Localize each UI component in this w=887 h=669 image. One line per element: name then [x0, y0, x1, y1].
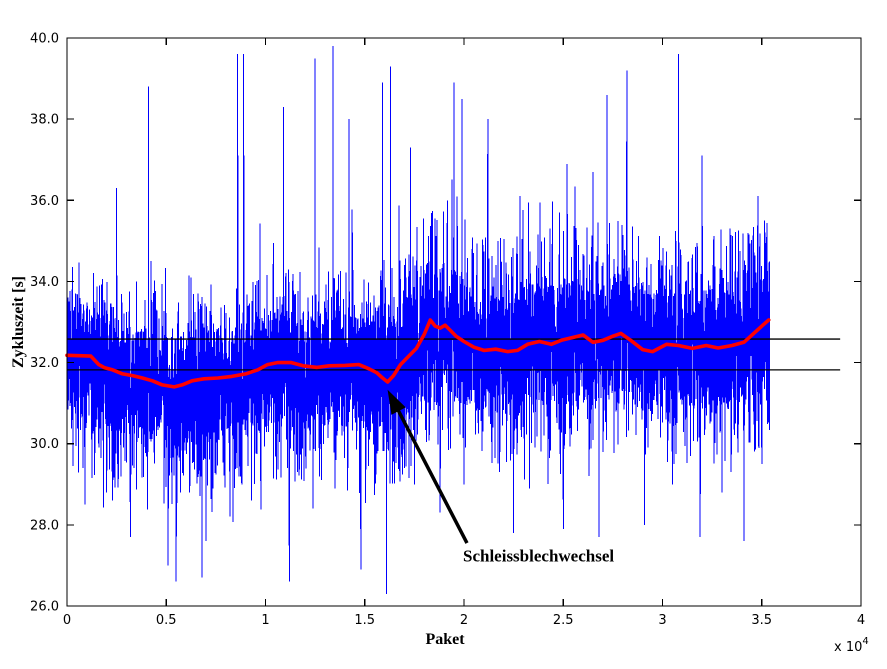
x-tick-label: 1.5 — [354, 613, 375, 628]
y-tick-label: 26.0 — [30, 600, 59, 615]
x-tick-label: 4 — [857, 613, 865, 628]
y-tick-label: 38.0 — [30, 113, 59, 128]
y-tick-label: 28.0 — [30, 518, 59, 533]
x-tick-label: 0 — [63, 613, 71, 628]
annotation-arrowhead — [387, 389, 406, 415]
y-tick-label: 40.0 — [30, 32, 59, 47]
y-axis-label: Zykluszeit [s] — [10, 276, 27, 368]
y-tick-label: 32.0 — [30, 356, 59, 371]
annotation-arrow — [393, 403, 469, 544]
x-tick-label: 0.5 — [156, 613, 177, 628]
x-axis-exponent: x 104 — [834, 636, 869, 655]
raw-series-line — [66, 46, 771, 594]
annotation-label: Schleissblechwechsel — [463, 546, 614, 565]
x-tick-label: 2 — [460, 613, 468, 628]
x-tick-label: 2.5 — [553, 613, 574, 628]
x-tick-label: 3 — [658, 613, 666, 628]
y-tick-label: 30.0 — [30, 437, 59, 452]
x-axis-label: Paket — [425, 631, 465, 648]
x-tick-label: 1 — [261, 613, 269, 628]
x-tick-label: 3.5 — [751, 613, 772, 628]
mean-series-line — [65, 318, 771, 389]
x-exponent-base: x 10 — [834, 640, 862, 655]
chart-plot-area: 0 0.5 1 1.5 2 2.5 3 3.5 4 26.0 28.0 30.0 32.0 34.0 36.… — [30, 32, 865, 629]
y-tick-label: 36.0 — [30, 194, 59, 209]
x-exponent-power: 4 — [862, 636, 868, 647]
y-tick-label: 34.0 — [30, 275, 59, 290]
